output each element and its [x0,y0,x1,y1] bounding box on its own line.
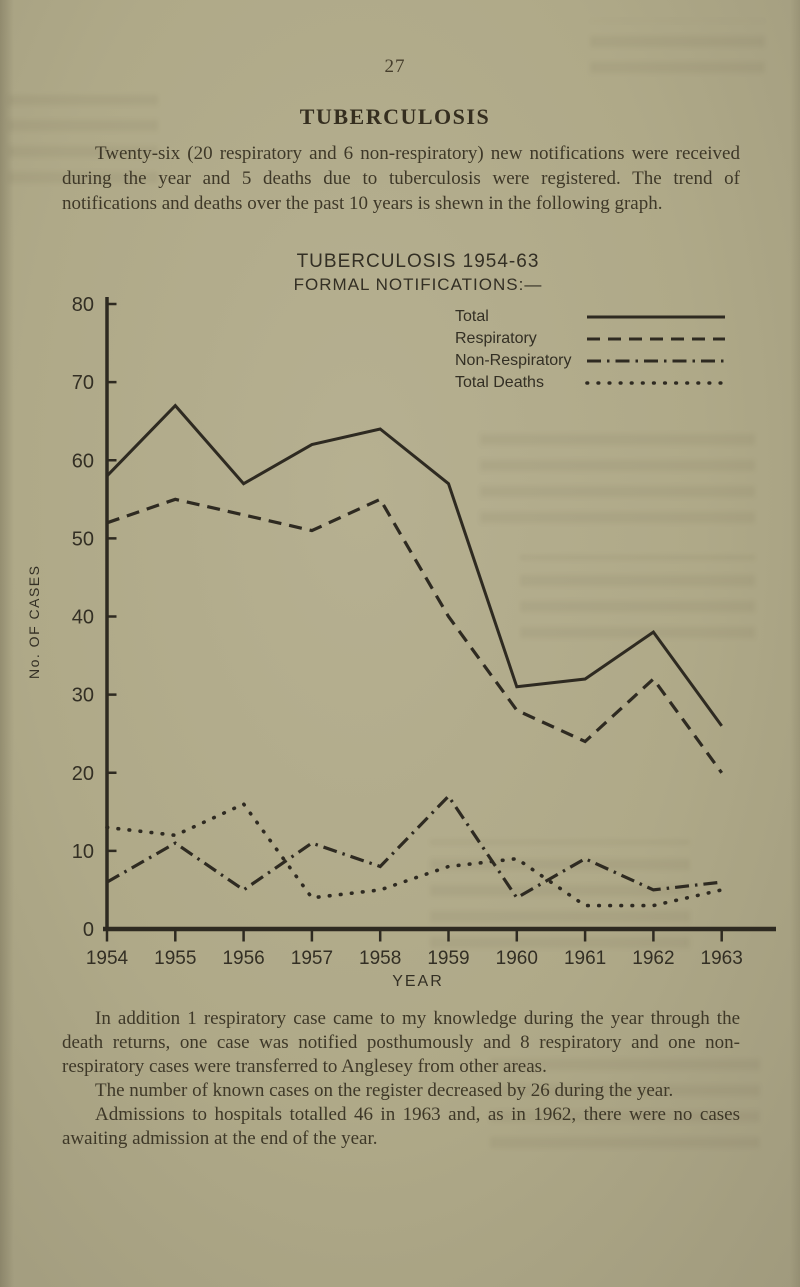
legend-item-total-deaths: Total Deaths [455,372,745,394]
x-tick-label-1956: 1956 [222,948,264,969]
chart-legend: Total Respiratory Non-Respiratory Total Dea… [455,306,745,394]
x-tick-label-1960: 1960 [496,948,538,969]
legend-sample-respiratory [587,337,725,341]
y-tick-label-0: 0 [83,919,94,941]
x-tick-label-1963: 1963 [701,948,743,969]
legend-label-non-respiratory: Non-Respiratory [455,352,572,369]
y-tick-label-70: 70 [72,372,94,394]
series-line-non-respiratory [106,793,722,900]
legend-sample-non-respiratory [587,359,725,363]
chart-subtitle: FORMAL NOTIFICATIONS:— [293,275,543,294]
closing-paragraphs: In addition 1 respiratory case came to m… [62,1007,740,1151]
y-tick-label-60: 60 [72,450,94,472]
page-title: TUBERCULOSIS [299,104,491,129]
x-tick-label-1957: 1957 [291,948,333,969]
intro-paragraph: Twenty-six (20 respiratory and 6 non-res… [62,141,740,216]
x-tick-label-1954: 1954 [86,948,129,969]
chart-title: TUBERCULOSIS 1954-63 [296,251,540,272]
series-line-respiratory [106,497,723,774]
page-number: 27 [384,56,406,77]
y-tick-label-80: 80 [72,294,94,316]
intro-paragraph-text: Twenty-six (20 respiratory and 6 non-res… [62,143,740,214]
legend-label-total-deaths: Total Deaths [455,374,544,391]
y-tick-label-10: 10 [72,841,94,863]
y-tick-label-50: 50 [72,528,94,550]
paragraph-addition: In addition 1 respiratory case came to m… [62,1008,740,1077]
paragraph-register: The number of known cases on the registe… [95,1080,674,1101]
series-line-total-deaths [105,801,724,908]
x-tick-label-1962: 1962 [632,948,674,969]
y-tick-label-20: 20 [72,763,94,785]
legend-label-total: Total [455,308,489,325]
paragraph-admissions: Admissions to hospitals totalled 46 in 1… [62,1104,740,1149]
legend-sample-total-deaths [585,381,727,385]
y-tick-label-40: 40 [72,607,94,629]
x-tick-label-1958: 1958 [359,948,401,969]
y-tick-label-30: 30 [72,685,94,707]
x-tick-label-1955: 1955 [154,948,196,969]
x-axis-title: YEAR [392,973,444,990]
legend-item-respiratory: Respiratory [455,328,745,350]
legend-label-respiratory: Respiratory [455,330,537,347]
x-tick-label-1961: 1961 [564,948,606,969]
x-tick-label-1959: 1959 [427,948,469,969]
series-line-total [105,403,723,727]
legend-sample-total [587,315,725,319]
legend-item-total: Total [455,306,745,328]
legend-item-non-respiratory: Non-Respiratory [455,350,745,372]
